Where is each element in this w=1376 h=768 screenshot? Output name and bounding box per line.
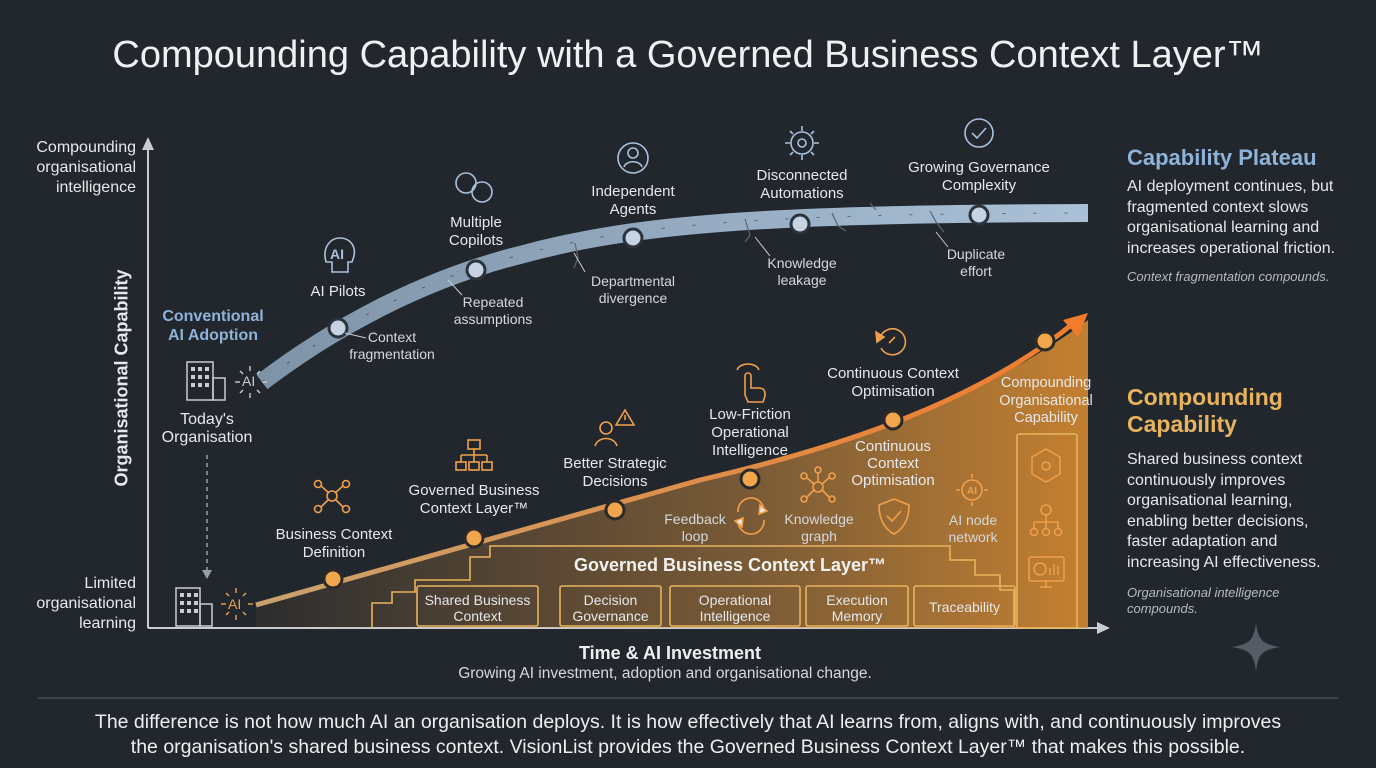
plateau-panel: Capability Plateau AI deployment continu… bbox=[1127, 144, 1367, 285]
compounding-nodes bbox=[322, 330, 1056, 590]
org-chart-icon bbox=[1029, 504, 1063, 537]
milestone-business-context-definition: Business Context Definition bbox=[275, 526, 393, 561]
compounding-panel: Compounding Capability Shared business co… bbox=[1127, 384, 1367, 617]
ai-sparkle-icon bbox=[235, 366, 267, 398]
issue-knowledge-leakage: Knowledge leakage bbox=[767, 255, 837, 288]
feedback-loop-icon bbox=[733, 497, 769, 535]
page-title: Compounding Capability with a Governed B… bbox=[112, 34, 1264, 76]
milestone-better-decisions: Better Strategic Decisions bbox=[563, 455, 667, 490]
milestone-low-friction: Low-Friction Operational Intelligence bbox=[709, 406, 791, 459]
block-decision-governance: Decision Governance bbox=[572, 592, 649, 624]
compounding-heading: Compounding Capability bbox=[1127, 384, 1283, 437]
feature-feedback-loop: Feedback loop bbox=[664, 511, 726, 544]
block-operational-intelligence: Operational Intelligence bbox=[698, 592, 772, 624]
x-axis-label: Time & AI Investment bbox=[578, 643, 762, 663]
hierarchy-icon bbox=[455, 439, 493, 471]
ai-node-icon bbox=[956, 474, 988, 506]
governance-gear-icon bbox=[964, 118, 994, 148]
knowledge-graph-icon bbox=[800, 466, 836, 503]
issue-departmental-divergence: Departmental divergence bbox=[590, 273, 676, 306]
dashboard-icon bbox=[1028, 556, 1065, 588]
issue-context-fragmentation: Context fragmentation bbox=[349, 329, 435, 362]
milestone-continuous-optimisation: Continuous Context Optimisation bbox=[827, 365, 959, 400]
milestone-ai-pilots: AI Pilots bbox=[310, 283, 366, 300]
block-traceability: Traceability bbox=[928, 599, 1001, 615]
gear-icon bbox=[785, 126, 819, 160]
feature-ai-node-network: AI node network bbox=[948, 512, 998, 545]
sparkle-icon bbox=[1232, 622, 1280, 672]
conventional-label: Conventional AI Adoption bbox=[162, 308, 264, 344]
ai-head-icon bbox=[324, 237, 356, 273]
block-shared-business-context: Shared Business Context bbox=[424, 592, 531, 624]
compounding-curve bbox=[255, 320, 1077, 608]
ai-head-icon-label: AI bbox=[330, 246, 344, 262]
y-axis-top-label: Compounding organisational intelligence bbox=[36, 139, 136, 196]
shield-check-icon bbox=[878, 498, 910, 535]
y-axis-bottom-label: Limited organisational learning bbox=[36, 575, 136, 632]
ai-badge-conventional: AI bbox=[242, 373, 256, 389]
decision-warning-icon bbox=[594, 408, 636, 447]
milestone-multiple-copilots: Multiple Copilots bbox=[448, 214, 504, 249]
plateau-heading: Capability Plateau bbox=[1127, 145, 1317, 170]
plateau-cracks bbox=[573, 202, 945, 269]
building-icon bbox=[186, 361, 226, 401]
touch-icon bbox=[736, 363, 766, 403]
footer-statement: The difference is not how much AI an org… bbox=[94, 711, 1282, 758]
block-execution-memory: Execution Memory bbox=[826, 592, 888, 624]
context-layer-title: Governed Business Context Layer™ bbox=[573, 555, 887, 575]
context-blocks bbox=[416, 585, 1016, 627]
plateau-note: Context fragmentation compounds. bbox=[1127, 269, 1330, 284]
y-axis-label: Organisational Capability bbox=[111, 269, 132, 487]
milestone-disconnected-automations: Disconnected Automations bbox=[756, 167, 848, 202]
plateau-nodes bbox=[327, 204, 990, 339]
milestone-independent-agents: Independent Agents bbox=[591, 183, 675, 218]
issue-repeated-assumptions: Repeated assumptions bbox=[453, 294, 533, 327]
issue-duplicate-effort: Duplicate effort bbox=[946, 246, 1006, 279]
plateau-body: AI deployment continues, but fragmented c… bbox=[1127, 178, 1336, 257]
refresh-icon bbox=[875, 328, 907, 356]
milestone-governed-layer: Governed Business Context Layer™ bbox=[408, 482, 540, 517]
context-layer-outline bbox=[371, 433, 1078, 629]
issue-pointers bbox=[344, 231, 949, 339]
compounding-body: Shared business context continuously impr… bbox=[1127, 451, 1321, 571]
x-axis-sublabel: Growing AI investment, adoption and orga… bbox=[458, 665, 872, 682]
feature-knowledge-graph: Knowledge graph bbox=[784, 511, 854, 544]
compounding-note: Organisational intelligence compounds. bbox=[1127, 585, 1280, 616]
milestone-governance-complexity: Growing Governance Complexity bbox=[908, 159, 1050, 194]
building-icon bbox=[175, 587, 213, 627]
continuous-context-label: Continuous Context Optimisation bbox=[851, 438, 935, 489]
network-icon bbox=[313, 479, 351, 514]
compounding-area bbox=[256, 320, 1088, 628]
ai-heads-icon bbox=[455, 172, 493, 203]
ai-sparkle-icon bbox=[221, 588, 253, 620]
hex-network-icon bbox=[1031, 448, 1061, 483]
todays-organisation-label: Today's Organisation bbox=[161, 411, 253, 446]
ai-badge-compounding: AI bbox=[228, 596, 242, 612]
agent-icon bbox=[617, 142, 649, 174]
milestone-compounding-capability: Compounding Organisational Capability bbox=[999, 375, 1093, 426]
svg-text:AI: AI bbox=[967, 486, 977, 497]
